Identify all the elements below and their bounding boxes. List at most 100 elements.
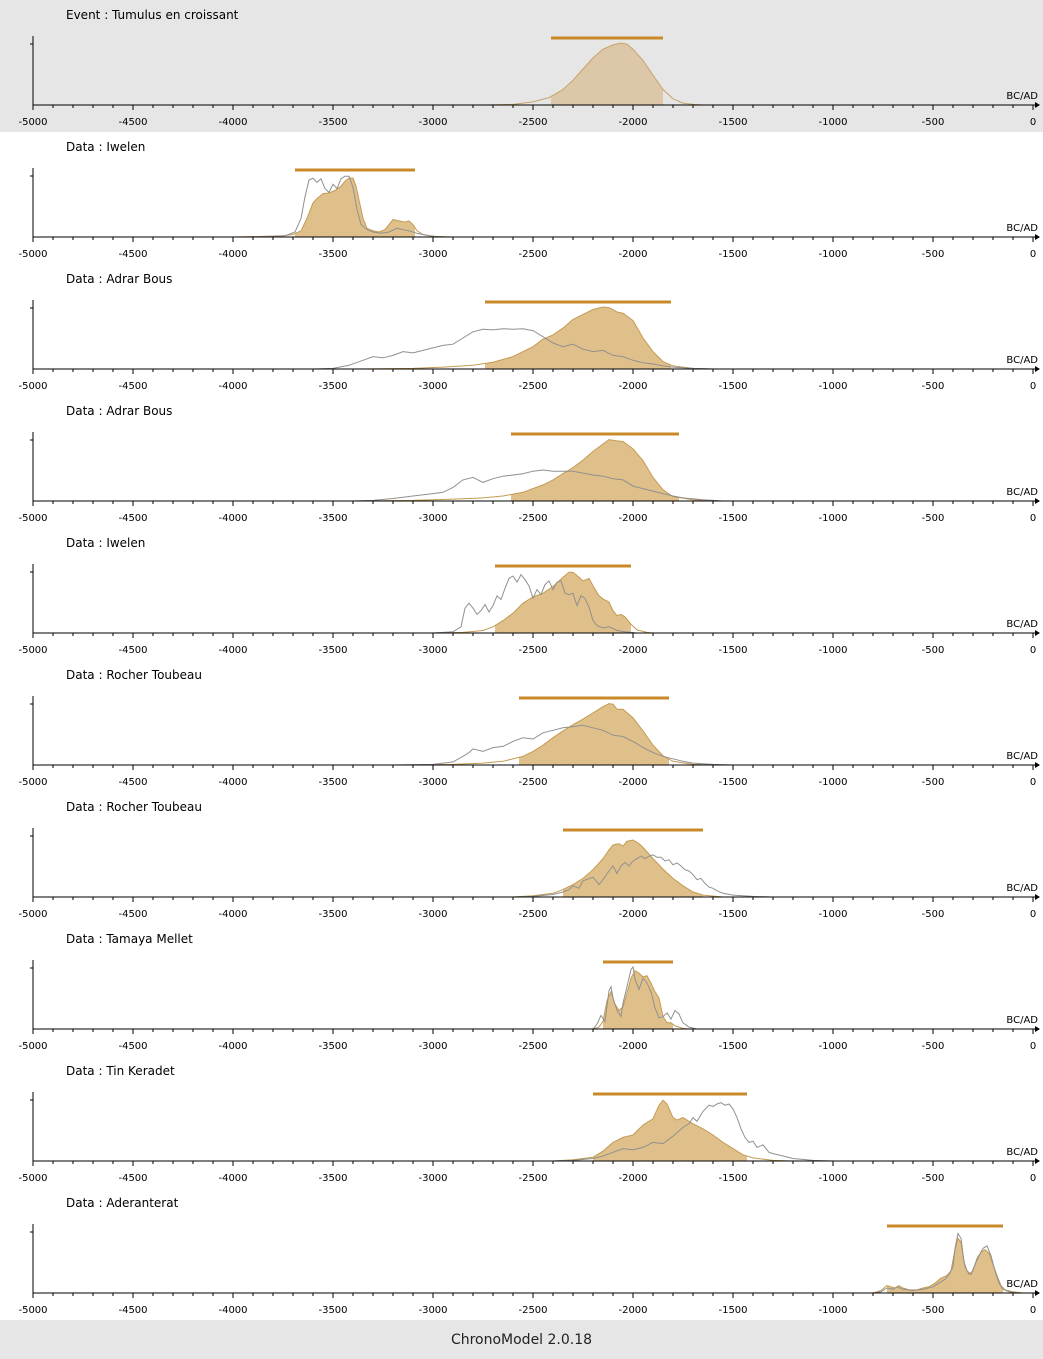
- panel-title: Data : Tamaya Mellet: [66, 932, 193, 946]
- density-plot: -5000 -4500 -4000 -3500 -3000 -2500 -2000 -1500…: [18, 960, 1040, 1052]
- calibrated-density-line: [352, 469, 724, 502]
- data-panel[interactable]: Data : Adrar Bous -5000 -4500 -4000 -3500 -30…: [0, 264, 1043, 396]
- x-axis-arrow: [1035, 894, 1040, 900]
- x-tick-label: -2000: [618, 777, 647, 788]
- x-axis-unit-label: BC/AD: [1006, 1147, 1038, 1158]
- x-tick-label: -1500: [718, 1041, 747, 1052]
- x-tick-label: -1000: [818, 1305, 847, 1316]
- x-tick-label: -5000: [18, 381, 47, 392]
- calibrated-density-line: [432, 573, 638, 634]
- density-plot: -5000 -4500 -4000 -3500 -3000 -2500 -2000 -1500…: [18, 300, 1040, 392]
- x-tick-label: -1000: [818, 1173, 847, 1184]
- calibrated-density-line: [512, 854, 774, 898]
- x-tick-label: -2500: [518, 249, 547, 260]
- x-tick-label: -4000: [218, 513, 247, 524]
- density-plot: -5000 -4500 -4000 -3500 -3000 -2500 -2000 -1500…: [18, 828, 1040, 920]
- data-panel[interactable]: Data : Tin Keradet -5000 -4500 -4000 -3500 -3…: [0, 1056, 1043, 1188]
- posterior-hpd-area: [519, 703, 669, 765]
- x-tick-label: -4000: [218, 1173, 247, 1184]
- x-axis-unit-label: BC/AD: [1006, 355, 1038, 366]
- x-tick-label: -1000: [818, 381, 847, 392]
- density-plot: -5000 -4500 -4000 -3500 -3000 -2500 -2000 -1500…: [18, 168, 1040, 260]
- x-tick-label: -3000: [418, 645, 447, 656]
- x-tick-label: 0: [1030, 513, 1036, 524]
- x-tick-label: -1000: [818, 117, 847, 128]
- data-panel[interactable]: Data : Rocher Toubeau -5000 -4500 -4000 -350…: [0, 792, 1043, 924]
- data-panel[interactable]: Data : Adrar Bous -5000 -4500 -4000 -3500 -30…: [0, 396, 1043, 528]
- x-tick-label: -4000: [218, 249, 247, 260]
- data-panel[interactable]: Data : Iwelen -5000 -4500 -4000 -3500 -3000 -2…: [0, 132, 1043, 264]
- data-panel[interactable]: Data : Aderanterat -5000 -4500 -4000 -3500 -3…: [0, 1188, 1043, 1320]
- posterior-hpd-area: [603, 970, 673, 1029]
- x-tick-label: -3500: [318, 909, 347, 920]
- x-tick-label: -4500: [118, 1041, 147, 1052]
- data-panel[interactable]: Data : Tamaya Mellet -5000 -4500 -4000 -3500…: [0, 924, 1043, 1056]
- x-tick-label: -3500: [318, 381, 347, 392]
- x-tick-label: -2000: [618, 1041, 647, 1052]
- x-tick-label: 0: [1030, 381, 1036, 392]
- calibrated-density-line: [874, 1232, 1018, 1294]
- x-tick-label: -1500: [718, 1305, 747, 1316]
- data-panel[interactable]: Data : Iwelen -5000 -4500 -4000 -3500 -3000 -2…: [0, 528, 1043, 660]
- calibrated-density-line: [312, 328, 714, 370]
- x-tick-label: -3000: [418, 1305, 447, 1316]
- x-tick-label: 0: [1030, 249, 1036, 260]
- x-tick-label: -1500: [718, 381, 747, 392]
- panel-title: Data : Tin Keradet: [66, 1064, 175, 1078]
- x-tick-label: -1000: [818, 909, 847, 920]
- x-tick-label: -2000: [618, 1173, 647, 1184]
- x-axis-unit-label: BC/AD: [1006, 91, 1038, 102]
- x-tick-label: -3500: [318, 1173, 347, 1184]
- x-tick-label: -1000: [818, 645, 847, 656]
- x-tick-label: -4500: [118, 513, 147, 524]
- x-tick-label: -5000: [18, 645, 47, 656]
- x-tick-label: -5000: [18, 1305, 47, 1316]
- x-tick-label: -2500: [518, 513, 547, 524]
- x-axis-arrow: [1035, 1290, 1040, 1296]
- x-tick-label: -5000: [18, 909, 47, 920]
- density-plot: -5000 -4500 -4000 -3500 -3000 -2500 -2000 -1500…: [18, 564, 1040, 656]
- posterior-density-line: [552, 1099, 794, 1162]
- x-tick-label: -2000: [618, 645, 647, 656]
- x-axis-arrow: [1035, 1158, 1040, 1164]
- x-tick-label: -2500: [518, 117, 547, 128]
- data-panel[interactable]: Data : Rocher Toubeau -5000 -4500 -4000 -350…: [0, 660, 1043, 792]
- x-axis-unit-label: BC/AD: [1006, 751, 1038, 762]
- density-plot-stack: Event : Tumulus en croissant -5000 -4500 -4…: [0, 0, 1043, 1320]
- calibrated-density-line: [392, 724, 734, 766]
- posterior-density-line: [232, 177, 454, 238]
- posterior-density-line: [432, 571, 654, 634]
- posterior-density-line: [352, 306, 714, 370]
- x-tick-label: -2000: [618, 909, 647, 920]
- posterior-hpd-area: [563, 840, 703, 897]
- density-plot: -5000 -4500 -4000 -3500 -3000 -2500 -2000 -1500…: [18, 1224, 1040, 1316]
- x-tick-label: -3000: [418, 513, 447, 524]
- panel-title: Data : Adrar Bous: [66, 272, 173, 286]
- calibrated-density-line: [552, 1102, 834, 1162]
- x-tick-label: -4500: [118, 249, 147, 260]
- x-tick-label: -500: [922, 777, 945, 788]
- x-tick-label: -2000: [618, 513, 647, 524]
- x-tick-label: -500: [922, 117, 945, 128]
- x-tick-label: -4000: [218, 381, 247, 392]
- event-panel[interactable]: Event : Tumulus en croissant -5000 -4500 -4…: [0, 0, 1043, 132]
- x-tick-label: -500: [922, 1305, 945, 1316]
- x-tick-label: 0: [1030, 1173, 1036, 1184]
- x-tick-label: -1000: [818, 249, 847, 260]
- calibrated-density-line: [252, 175, 444, 238]
- x-tick-label: -500: [922, 909, 945, 920]
- x-axis-unit-label: BC/AD: [1006, 883, 1038, 894]
- x-axis-unit-label: BC/AD: [1006, 487, 1038, 498]
- posterior-hpd-area: [511, 439, 679, 501]
- x-tick-label: -2000: [618, 117, 647, 128]
- x-tick-label: -4000: [218, 1041, 247, 1052]
- x-tick-label: -1000: [818, 777, 847, 788]
- x-axis-arrow: [1035, 234, 1040, 240]
- panel-title: Data : Aderanterat: [66, 1196, 179, 1210]
- posterior-density-line: [412, 703, 714, 766]
- x-tick-label: -3000: [418, 777, 447, 788]
- density-plot: -5000 -4500 -4000 -3500 -3000 -2500 -2000 -1500…: [18, 36, 1040, 128]
- x-tick-label: 0: [1030, 645, 1036, 656]
- x-tick-label: -500: [922, 513, 945, 524]
- x-axis-arrow: [1035, 498, 1040, 504]
